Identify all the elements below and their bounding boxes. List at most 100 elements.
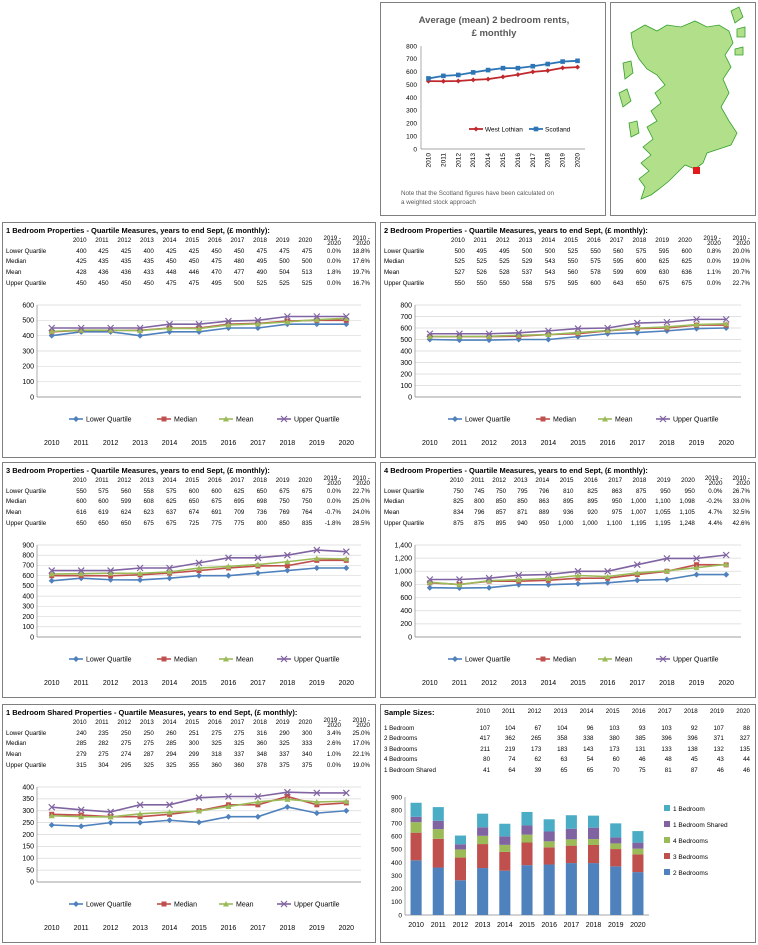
table-cell: 600 bbox=[211, 487, 222, 495]
lower-quartile-marker bbox=[73, 416, 79, 422]
upper-quartile-marker bbox=[283, 788, 291, 796]
table-cell: 1,105 bbox=[679, 509, 695, 516]
year-header: 2017 bbox=[608, 476, 623, 484]
table-cell: 736 bbox=[256, 509, 267, 516]
mean-marker bbox=[663, 323, 670, 330]
table-cell: 595 bbox=[658, 247, 670, 255]
row-label: Mean bbox=[384, 509, 400, 516]
upper-quartile-marker bbox=[574, 325, 582, 332]
west-lothian-marker bbox=[560, 65, 566, 71]
panel-bs: 1 Bedroom Shared Properties - Quartile M… bbox=[2, 704, 376, 943]
row-label: Lower Quartile bbox=[6, 247, 47, 255]
row-label: 1 Bedroom Shared bbox=[384, 766, 436, 774]
table-cell: 250 bbox=[120, 729, 132, 737]
table-cell: 327 bbox=[739, 735, 750, 743]
lower-quartile-marker bbox=[313, 321, 320, 328]
island-shape bbox=[730, 6, 744, 24]
pct-cell: 0.8% bbox=[706, 247, 721, 255]
pct-header: 2019 -2020 bbox=[323, 475, 341, 488]
table-cell: 504 bbox=[279, 269, 290, 276]
pct-cell: -0.2% bbox=[706, 498, 723, 506]
series-mean bbox=[426, 561, 730, 588]
panel-b1: 1 Bedroom Properties - Quartile Measures… bbox=[2, 222, 376, 458]
table-cell: 637 bbox=[166, 509, 177, 516]
table-cell: 362 bbox=[504, 735, 516, 743]
mean-marker bbox=[693, 321, 700, 328]
scotland-marker bbox=[545, 61, 551, 67]
table-cell: 526 bbox=[476, 269, 487, 276]
quartile-table: 2010 2011 2012 2013 2014 2015 2016 2017 2018 2019… bbox=[6, 475, 370, 529]
year-header: 2010 bbox=[476, 708, 491, 715]
table-cell: 1,195 bbox=[630, 519, 647, 527]
x-tick-label: 2016 bbox=[600, 440, 616, 447]
y-tick-label: 500 bbox=[391, 847, 402, 854]
table-header-row: 2010 2011 2012 2013 2014 2015 2016 2017 2018 2019… bbox=[384, 707, 750, 718]
bar-segment bbox=[521, 834, 533, 843]
sample-title: Sample Sizes: bbox=[384, 708, 435, 717]
table-header-row: 2010 2011 2012 2013 2014 2015 2016 2017 2018 2019… bbox=[6, 475, 370, 487]
lower-quartile-marker bbox=[452, 416, 458, 422]
upper-quartile-marker bbox=[663, 318, 671, 326]
x-tick-label: 2014 bbox=[162, 925, 178, 932]
bar-segment bbox=[454, 880, 466, 915]
year-header: 2020 bbox=[298, 718, 313, 726]
table-cell: 750 bbox=[279, 498, 290, 506]
year-header: 2010 bbox=[72, 236, 87, 244]
lower-quartile-marker bbox=[313, 810, 320, 817]
mean-marker bbox=[723, 320, 730, 327]
bar-segment bbox=[432, 867, 444, 915]
table-cell: 450 bbox=[188, 258, 200, 266]
table-cell: 450 bbox=[98, 279, 109, 287]
table-row: 1 Bedroom Shared 41 64 39 65 65 70 75 81 87 46 46 bbox=[384, 766, 750, 777]
island-shape bbox=[622, 60, 634, 80]
table-cell: 619 bbox=[98, 509, 109, 516]
legend-label: Lower Quartile bbox=[86, 902, 132, 909]
year-header: 2014 bbox=[541, 236, 556, 244]
table-cell: 650 bbox=[635, 279, 647, 287]
west-lothian-marker bbox=[470, 77, 476, 83]
table-cell: 385 bbox=[635, 735, 646, 743]
bar-segment bbox=[588, 863, 600, 915]
x-tick-label: 2019 bbox=[689, 680, 705, 687]
table-cell: 550 bbox=[499, 279, 510, 287]
bar-segment bbox=[499, 836, 511, 845]
quartile-chart: 0 100 200 300 400 500 600 700 800 900 Lower Quarti… bbox=[22, 542, 361, 687]
pct-header: 2019 -2020 bbox=[323, 235, 341, 248]
table-cell: 560 bbox=[120, 487, 132, 495]
table-cell: 578 bbox=[590, 269, 601, 276]
pct-cell: 1.0% bbox=[326, 751, 341, 758]
table-cell: 275 bbox=[233, 729, 245, 737]
x-tick-label: 2019 bbox=[560, 153, 567, 168]
table-row: Median 525 525 525 529 543 550 575 595 600 625 625 0… bbox=[384, 257, 750, 268]
year-header: 2013 bbox=[140, 476, 154, 484]
upper-quartile-marker bbox=[107, 567, 115, 574]
table-cell: 825 bbox=[453, 498, 464, 506]
legend-item: Upper Quartile bbox=[656, 415, 719, 424]
table-cell: 333 bbox=[301, 740, 313, 748]
legend-item: Mean bbox=[219, 656, 254, 664]
legend-item: Mean bbox=[219, 901, 254, 909]
mean-marker bbox=[223, 416, 229, 422]
table-cell: 630 bbox=[658, 269, 670, 276]
bar-segment bbox=[432, 838, 444, 868]
y-tick-label: 300 bbox=[22, 604, 34, 611]
year-header: 2013 bbox=[553, 708, 568, 715]
year-header: 2017 bbox=[230, 236, 245, 244]
bar-segment bbox=[454, 835, 466, 845]
y-tick-label: 500 bbox=[406, 82, 417, 89]
west-lothian-marker bbox=[693, 167, 700, 174]
lower-quartile-marker bbox=[634, 329, 641, 336]
table-cell: 889 bbox=[538, 509, 550, 516]
west-lothian-marker bbox=[500, 74, 506, 80]
table-cell: 131 bbox=[635, 745, 646, 753]
table-cell: 290 bbox=[279, 729, 290, 737]
x-tick-label: 2020 bbox=[575, 153, 582, 168]
table-cell: 103 bbox=[661, 724, 672, 732]
table-cell: 525 bbox=[499, 258, 510, 266]
table-cell: 709 bbox=[233, 509, 245, 516]
y-tick-label: 0 bbox=[408, 394, 412, 401]
table-cell: 550 bbox=[567, 258, 578, 266]
table-cell: 675 bbox=[143, 519, 154, 527]
table-cell: 96 bbox=[586, 724, 594, 732]
bar-segment bbox=[410, 816, 422, 823]
